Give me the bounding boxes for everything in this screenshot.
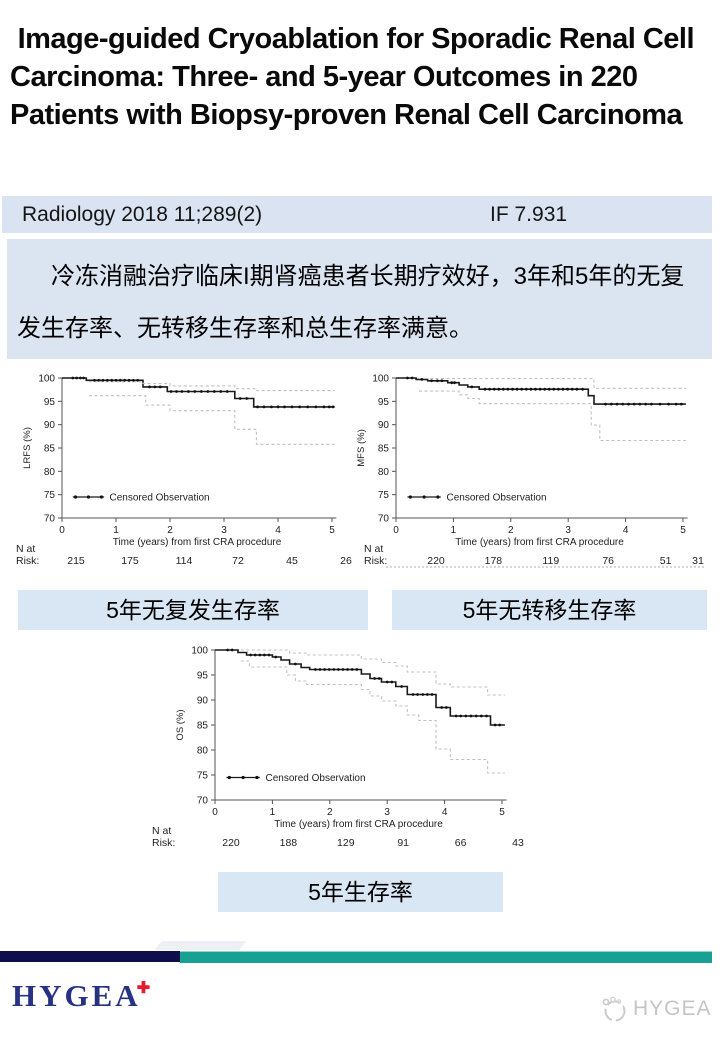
svg-text:95: 95 <box>44 397 56 408</box>
svg-text:80: 80 <box>44 467 56 478</box>
svg-text:Censored Observation: Censored Observation <box>266 773 366 784</box>
svg-text:90: 90 <box>378 420 390 431</box>
svg-text:3: 3 <box>221 525 227 536</box>
svg-text:N at: N at <box>16 543 35 555</box>
caption-mfs: 5年无转移生存率 <box>392 590 707 630</box>
svg-text:70: 70 <box>378 514 390 525</box>
decorative-wisp <box>154 941 247 950</box>
footer-teal-bar <box>180 951 712 963</box>
svg-text:75: 75 <box>378 490 390 501</box>
impact-factor: IF 7.931 <box>490 202 568 226</box>
svg-text:MFS (%): MFS (%) <box>356 429 367 466</box>
svg-text:215: 215 <box>67 555 85 567</box>
svg-text:Time (years) from first CRA pr: Time (years) from first CRA procedure <box>113 537 282 548</box>
svg-text:72: 72 <box>232 555 244 567</box>
svg-text:N at: N at <box>364 543 383 555</box>
svg-text:1: 1 <box>270 807 276 818</box>
svg-text:Risk:: Risk: <box>152 837 175 849</box>
svg-text:4: 4 <box>275 525 281 536</box>
svg-text:70: 70 <box>44 514 56 525</box>
svg-text:175: 175 <box>121 555 139 567</box>
mfs-km-chart: 70 75 80 85 90 95 100 0 1 2 3 4 5 MFS (%) Time (years)… <box>356 374 704 568</box>
hygea-watermark-circle-icon <box>602 996 626 1022</box>
svg-text:66: 66 <box>455 837 467 849</box>
svg-text:N at: N at <box>152 825 171 837</box>
svg-text:LRFS (%): LRFS (%) <box>22 427 33 469</box>
caption-lrfs: 5年无复发生存率 <box>18 590 368 630</box>
svg-text:95: 95 <box>197 671 209 682</box>
caption-os: 5年生存率 <box>218 872 503 912</box>
svg-text:76: 76 <box>602 555 614 567</box>
svg-text:31: 31 <box>692 555 704 567</box>
svg-text:3: 3 <box>384 807 390 818</box>
svg-text:Censored Observation: Censored Observation <box>110 493 210 504</box>
svg-text:51: 51 <box>660 555 672 567</box>
svg-text:75: 75 <box>197 771 209 782</box>
svg-text:119: 119 <box>542 555 559 567</box>
svg-text:129: 129 <box>337 837 355 849</box>
svg-text:Time (years) from first CRA pr: Time (years) from first CRA procedure <box>455 537 624 548</box>
svg-text:80: 80 <box>197 746 209 757</box>
svg-text:114: 114 <box>176 555 193 567</box>
svg-text:26: 26 <box>340 555 352 567</box>
svg-text:1: 1 <box>451 525 457 536</box>
hygea-logo-text: HYGEA <box>12 978 141 1013</box>
page-title: Image-guided Cryoablation for Sporadic R… <box>10 23 702 131</box>
svg-text:2: 2 <box>327 807 333 818</box>
watermark-text: HYGEA <box>633 997 712 1020</box>
svg-text:80: 80 <box>378 467 390 478</box>
summary-box: 冷冻消融治疗临床I期肾癌患者长期疗效好，3年和5年的无复发生存率、无转移生存率和… <box>7 239 712 359</box>
svg-text:1: 1 <box>113 525 119 536</box>
journal-bar: Radiology 2018 11;289(2) IF 7.931 <box>2 196 712 233</box>
svg-text:85: 85 <box>197 721 209 732</box>
svg-text:95: 95 <box>378 397 390 408</box>
svg-text:178: 178 <box>485 555 503 567</box>
svg-text:Risk:: Risk: <box>16 555 39 567</box>
svg-text:100: 100 <box>38 374 55 385</box>
svg-text:Censored Observation: Censored Observation <box>447 493 547 504</box>
svg-text:0: 0 <box>212 807 218 818</box>
footer-navy-bar <box>0 951 180 962</box>
svg-text:75: 75 <box>44 490 56 501</box>
svg-text:188: 188 <box>280 837 298 849</box>
svg-text:43: 43 <box>512 837 524 849</box>
summary-text: 冷冻消融治疗临床I期肾癌患者长期疗效好，3年和5年的无复发生存率、无转移生存率和… <box>17 263 685 342</box>
red-cross-icon: ✚ <box>136 980 151 997</box>
svg-text:85: 85 <box>44 444 56 455</box>
svg-text:85: 85 <box>378 444 390 455</box>
svg-text:70: 70 <box>197 796 209 807</box>
svg-text:3: 3 <box>565 525 571 536</box>
watermark: HYGEA <box>600 995 712 1023</box>
svg-text:90: 90 <box>197 696 209 707</box>
svg-text:4: 4 <box>623 525 629 536</box>
svg-text:0: 0 <box>59 525 65 536</box>
svg-text:45: 45 <box>286 555 298 567</box>
hygea-logo: HYGEA✚ <box>12 978 154 1014</box>
svg-text:100: 100 <box>191 646 208 657</box>
svg-text:5: 5 <box>499 807 505 818</box>
svg-text:Risk:: Risk: <box>364 555 387 567</box>
svg-text:5: 5 <box>680 525 686 536</box>
svg-text:Time (years) from first CRA pr: Time (years) from first CRA procedure <box>274 819 443 830</box>
svg-text:2: 2 <box>508 525 514 536</box>
journal-citation: Radiology 2018 11;289(2) <box>22 202 263 226</box>
svg-text:4: 4 <box>442 807 448 818</box>
svg-text:5: 5 <box>329 525 335 536</box>
svg-text:220: 220 <box>222 837 240 849</box>
svg-text:90: 90 <box>44 420 56 431</box>
svg-text:OS (%): OS (%) <box>175 709 186 740</box>
svg-text:2: 2 <box>167 525 173 536</box>
os-km-chart: 70 75 80 85 90 95 100 0 1 2 3 4 5 OS (%) Time (years) … <box>152 646 524 850</box>
svg-text:220: 220 <box>427 555 445 567</box>
cropped-tick-artifact <box>386 566 704 568</box>
svg-text:100: 100 <box>372 374 389 385</box>
svg-text:91: 91 <box>397 837 409 849</box>
svg-text:0: 0 <box>393 525 399 536</box>
